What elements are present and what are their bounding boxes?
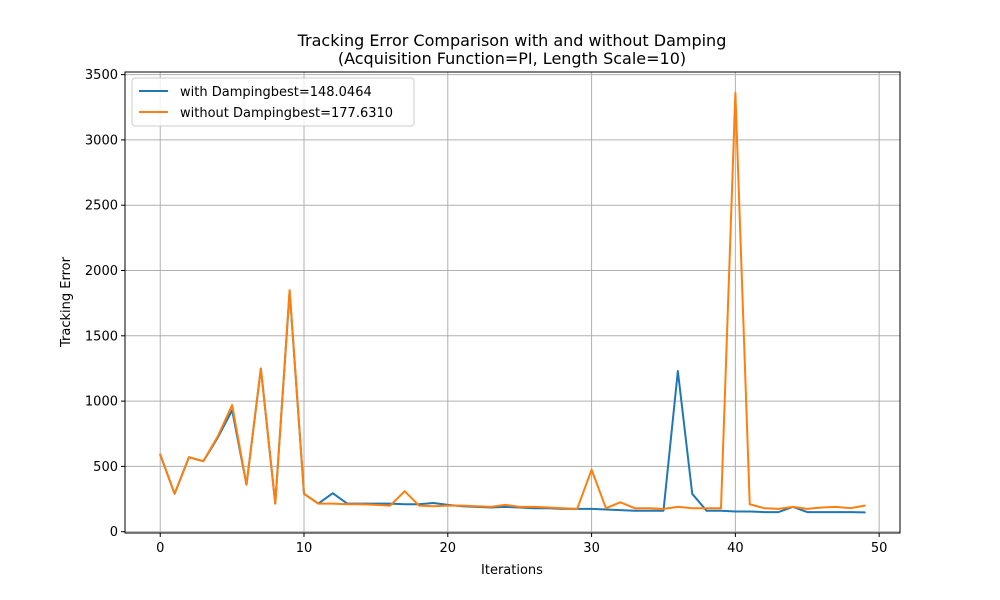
x-tick-label: 50 (871, 541, 888, 556)
chart-subtitle: (Acquisition Function=PI, Length Scale=1… (338, 49, 686, 68)
plot-area-frame (124, 71, 901, 534)
series-line-with-damping (159, 290, 866, 514)
x-tick-label: 30 (583, 541, 600, 556)
y-tick-label: 2500 (85, 199, 118, 214)
grid (125, 72, 900, 533)
legend-label-with-damping: with Dampingbest=148.0464 (180, 85, 372, 100)
x-tick-label: 0 (156, 541, 164, 556)
y-tick-label: 0 (110, 525, 118, 540)
y-tick-label: 500 (93, 460, 118, 475)
series-lines (159, 91, 866, 514)
x-tick-label: 20 (440, 541, 457, 556)
y-tick-label: 3000 (85, 133, 118, 148)
y-tick-label: 1500 (85, 329, 118, 344)
legend-box (131, 77, 415, 127)
x-axis-label: Iterations (481, 563, 543, 578)
legend-label-without-damping: without Dampingbest=177.6310 (180, 106, 393, 121)
y-tick-label: 3500 (85, 68, 118, 83)
legend: with Dampingbest=148.0464 without Dampin… (131, 77, 415, 127)
y-tick-label: 2000 (85, 264, 118, 279)
y-tick-label: 1000 (85, 395, 118, 410)
x-tick-label: 40 (727, 541, 744, 556)
series-line-without-damping (159, 91, 866, 510)
chart-title: Tracking Error Comparison with and witho… (297, 31, 727, 50)
y-axis-label: Tracking Error (59, 256, 74, 348)
x-tick-label: 10 (296, 541, 313, 556)
